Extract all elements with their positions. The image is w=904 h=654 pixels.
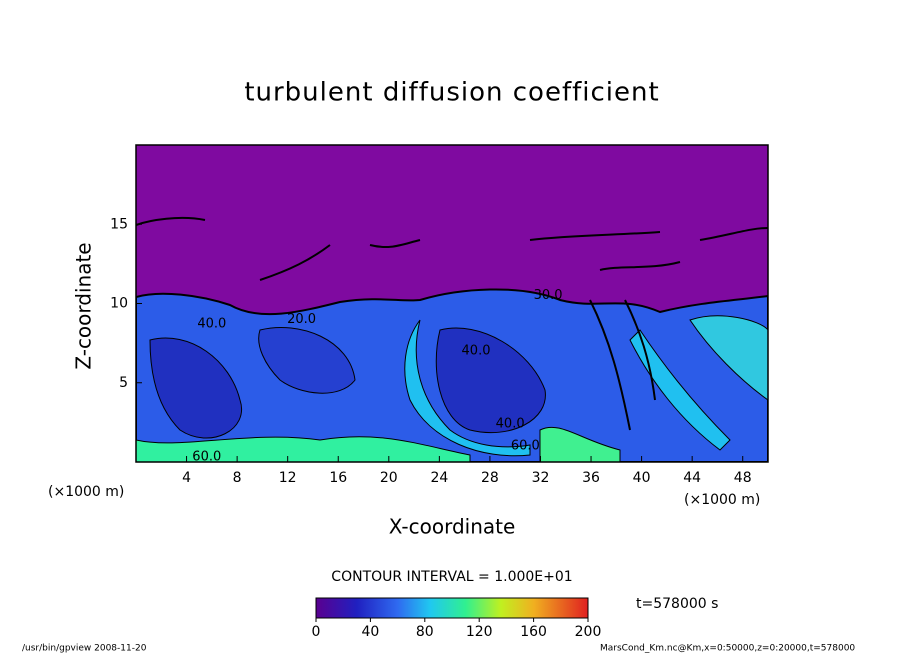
x-tick-label: 48 [734,470,752,486]
x-tick-label: 28 [481,470,499,486]
contour-label: 60.0 [511,439,540,454]
y-axis-label: Z-coordinate [72,242,96,369]
field-region [258,326,356,394]
field-region [404,319,531,457]
x-axis-label: X-coordinate [389,515,516,539]
time-label: t=578000 s [636,596,718,612]
field-contour [589,299,656,431]
footer-left: /usr/bin/gpview 2008-11-20 [22,644,147,654]
x-tick-label: 32 [532,470,550,486]
colorbar-tick-label: 0 [312,624,321,640]
contour-label: 40.0 [197,317,226,332]
x-tick-label: 44 [683,470,701,486]
field-region [629,329,731,451]
contour-label: 40.0 [496,416,525,431]
field-region [689,315,768,401]
contour-interval: CONTOUR INTERVAL = 1.000E+01 [331,569,572,585]
x-tick-label: 4 [182,470,191,486]
y-tick-label: 10 [110,296,128,312]
contour-label: 60.0 [192,450,221,465]
field [136,145,768,462]
colorbar-tick-label: 80 [416,624,434,640]
colorbar-tick-label: 160 [520,624,547,640]
field-region [149,337,243,439]
colorbar-tick-label: 40 [361,624,379,640]
contour-label: 20.0 [287,312,316,327]
x-tick-label: 12 [279,470,297,486]
colorbar-tick-label: 120 [466,624,493,640]
colorbar-tick-label: 200 [575,624,602,640]
x-tick-label: 40 [633,470,651,486]
y-tick-label: 5 [119,375,128,391]
field-region [539,426,621,462]
colorbar [315,597,589,619]
x-tick-label: 8 [233,470,242,486]
x-unit: (×1000 m) [48,484,124,500]
chart-title: turbulent diffusion coefficient [244,78,659,108]
x-tick-label: 36 [582,470,600,486]
x-tick-label: 24 [430,470,448,486]
footer-right: MarsCond_Km.nc@Km,x=0:50000,z=0:20000,t=… [600,644,855,654]
field-region [435,327,546,434]
field-region [136,436,471,462]
field-contour [136,216,768,281]
contour-label: 40.0 [462,344,491,359]
x-tick-label: 16 [329,470,347,486]
contour-label: 30.0 [534,288,563,303]
x-unit: (×1000 m) [684,492,760,508]
y-tick-label: 15 [110,216,128,232]
x-tick-label: 20 [380,470,398,486]
